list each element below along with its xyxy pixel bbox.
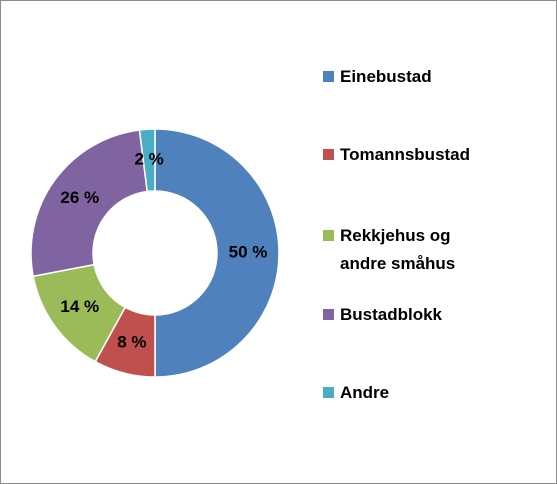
legend-label: Tomannsbustad [340,145,471,164]
data-label: 2 % [135,150,164,169]
legend-label: Rekkjehus og andre småhus [340,226,456,273]
legend-item: Bustadblokk [323,301,493,329]
legend-item: Tomannsbustad [323,141,493,169]
data-label: 50 % [229,242,268,261]
legend-swatch [323,149,334,160]
legend-label: Andre [340,383,390,402]
slice [30,129,149,278]
data-label: 14 % [60,297,99,316]
data-label: 26 % [60,188,99,207]
slice [154,128,280,378]
data-label: 8 % [117,333,146,352]
legend-label: Bustadblokk [340,305,443,324]
slice [138,128,156,193]
legend-item: Andre [323,379,493,407]
legend-item: Einebustad [323,63,493,91]
legend-swatch [323,230,334,241]
legend-swatch [323,71,334,82]
legend-swatch [323,309,334,320]
legend-swatch [323,387,334,398]
legend-item: Rekkjehus og andre småhus [323,222,493,278]
legend-label: Einebustad [340,67,432,86]
